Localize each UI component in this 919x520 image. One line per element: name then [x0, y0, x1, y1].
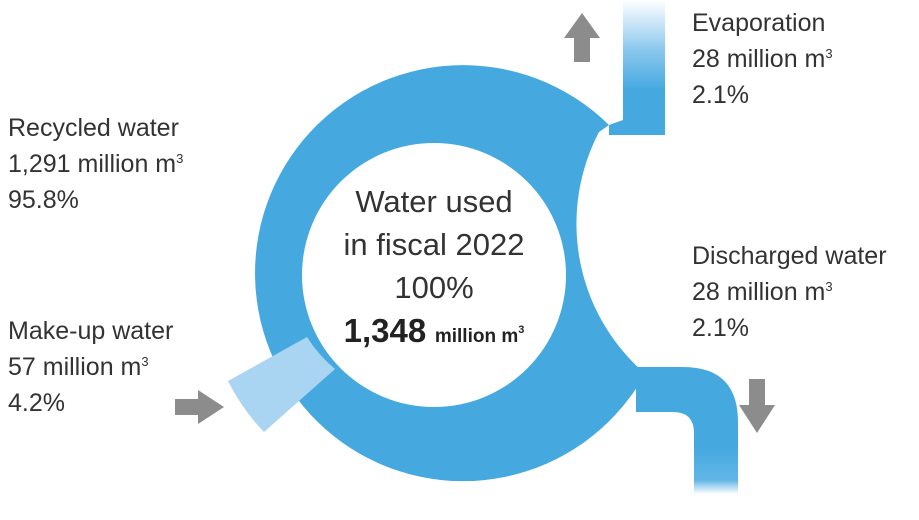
- discharged-water-stream: [694, 448, 738, 494]
- evaporation-stream-join: [609, 120, 665, 135]
- center-title-line1: Water used: [355, 184, 513, 219]
- evaporation-amount: 28 million m3: [692, 45, 833, 73]
- recycled-water-percent: 95.8%: [8, 186, 79, 214]
- discharged-water-percent: 2.1%: [692, 314, 749, 342]
- recycled-water-label: Recycled water 1,291 million m3 95.8%: [8, 110, 183, 218]
- total-value: 1,348: [343, 312, 427, 349]
- arrow-right-icon: [175, 390, 224, 424]
- makeup-water-name: Make-up water: [8, 317, 174, 345]
- center-percent: 100%: [394, 270, 474, 305]
- arrow-down-icon: [739, 379, 775, 433]
- makeup-water-amount: 57 million m3: [8, 353, 149, 381]
- discharged-water-amount: 28 million m3: [692, 278, 833, 306]
- makeup-water-percent: 4.2%: [8, 389, 65, 417]
- center-summary: Water used in fiscal 2022 100% 1,348 mil…: [303, 180, 565, 358]
- makeup-water-label: Make-up water 57 million m3 4.2%: [8, 313, 173, 421]
- arrow-up-icon: [564, 13, 600, 62]
- recycled-water-amount: 1,291 million m3: [8, 150, 184, 178]
- discharged-water-name: Discharged water: [692, 242, 887, 270]
- evaporation-stream-base: [623, 88, 665, 125]
- center-title-line2: in fiscal 2022: [343, 227, 525, 262]
- evaporation-label: Evaporation 28 million m3 2.1%: [692, 5, 833, 113]
- makeup-water-segment: [228, 337, 335, 432]
- discharged-water-pipe: [636, 367, 738, 450]
- evaporation-stream: [623, 0, 665, 90]
- evaporation-name: Evaporation: [692, 9, 826, 37]
- discharged-water-label: Discharged water 28 million m3 2.1%: [692, 238, 887, 346]
- recycled-water-name: Recycled water: [8, 114, 179, 142]
- ring-center-hole: [302, 143, 566, 407]
- total-unit: million m3: [434, 324, 525, 348]
- evaporation-percent: 2.1%: [692, 81, 749, 109]
- center-total: 1,348 million m3: [303, 309, 565, 358]
